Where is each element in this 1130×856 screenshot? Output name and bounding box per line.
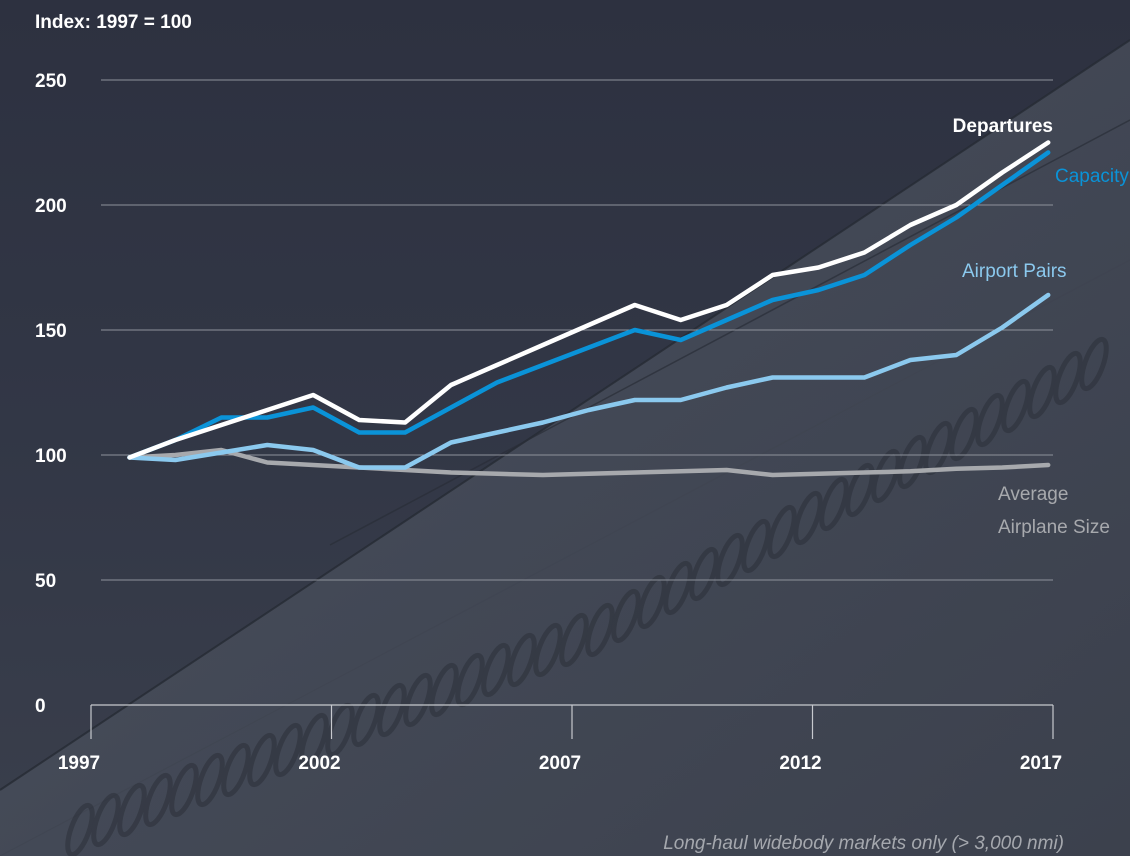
x-tick-label-2017: 2017	[1020, 753, 1062, 774]
series-line-average-airplane-size	[127, 447, 1051, 478]
series-label-average-airplane-size-line-1: Average	[998, 484, 1068, 505]
y-tick-label-200: 200	[35, 196, 67, 217]
y-axis-label: Index: 1997 = 100	[35, 12, 192, 33]
x-tick-label-2002: 2002	[298, 753, 340, 774]
x-tick-label-2012: 2012	[779, 753, 821, 774]
x-axis: 1997 2002 2007 2012 2017	[58, 704, 1062, 774]
series-label-airport-pairs: Airport Pairs	[962, 261, 1067, 282]
footnote: Long-haul widebody markets only (> 3,000…	[663, 833, 1064, 854]
x-tick-label-2007: 2007	[539, 753, 581, 774]
series-line-airport-pairs	[127, 292, 1051, 470]
series-label-average-airplane-size-line-2: Airplane Size	[998, 517, 1110, 538]
y-tick-label-50: 50	[35, 571, 56, 592]
y-tick-label-100: 100	[35, 446, 67, 467]
y-axis: 0 50 100 150 200 250	[35, 71, 67, 717]
y-tick-label-250: 250	[35, 71, 67, 92]
series-label-capacity: Capacity	[1055, 166, 1129, 187]
series-line-capacity	[127, 150, 1051, 460]
series-line-departures	[127, 140, 1051, 460]
series-labels: Departures Capacity Airport Pairs Average Ai…	[953, 116, 1130, 538]
y-tick-label-150: 150	[35, 321, 67, 342]
y-tick-label-0: 0	[35, 696, 46, 717]
series-label-departures: Departures	[953, 116, 1053, 137]
series-lines	[127, 140, 1051, 478]
x-tick-label-1997: 1997	[58, 753, 100, 774]
